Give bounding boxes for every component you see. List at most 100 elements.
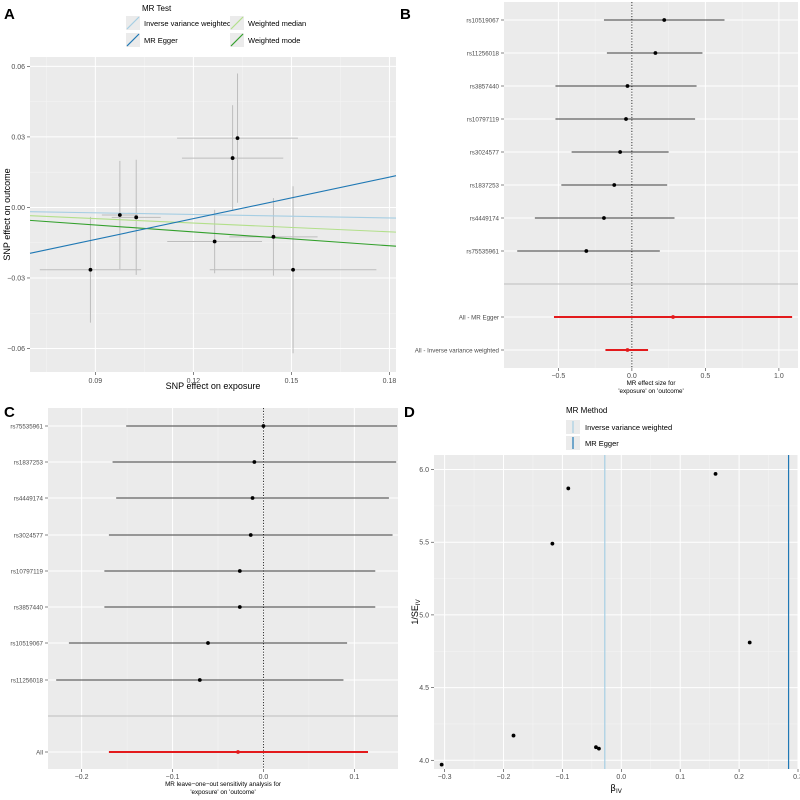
panel-a-y-axis-title: SNP effect on outcome <box>2 168 12 260</box>
panel-c-x-tick-label: 0.0 <box>259 774 269 781</box>
panel-b-x-tick-label: 1.0 <box>774 373 784 380</box>
panel-c-estimate-point <box>197 678 202 682</box>
panel-a-legend-key-line <box>126 33 140 47</box>
panel-d-point <box>439 762 444 767</box>
panel-c-background <box>48 408 398 769</box>
panel-d-x-axis-title-main: β <box>610 784 616 794</box>
panel-a-point <box>235 136 240 141</box>
panel-b-estimate-point <box>625 84 630 88</box>
panel-d-legend-label: Inverse variance weighted <box>585 423 672 432</box>
panel-c-estimate-point <box>237 605 242 609</box>
panel-b-estimate-point <box>662 18 667 22</box>
panel-b: −0.5 0.0 0.5 1.0 rs10519067 rs11256018 rs38574… <box>400 2 798 395</box>
panel-b-x-tick-label: −0.5 <box>551 373 565 380</box>
panel-c-estimate-point <box>206 641 210 645</box>
panel-b-x-tick-label: 0.5 <box>701 373 711 380</box>
panel-a-line-weighted-mode <box>29 219 397 247</box>
panel-a-line-weighted-median <box>29 215 397 233</box>
panel-b-estimate-point <box>671 315 675 319</box>
panel-b-x-axis-title-line2: 'exposure' on 'outcome' <box>618 388 683 395</box>
panel-d-x-tick-label: 0.1 <box>675 774 685 781</box>
panel-d-x-tick-label: −0.3 <box>438 774 452 781</box>
panel-a-point <box>212 239 217 244</box>
panel-d-point <box>566 486 571 491</box>
panel-d-background <box>434 455 798 769</box>
panel-a-x-tick-label: 0.09 <box>89 378 103 385</box>
panel-d-y-tick-label: 5.5 <box>419 540 429 547</box>
panel-d-point <box>550 541 555 546</box>
panel-d-y-tick-label: 6.0 <box>419 467 429 474</box>
panel-a-legend-key-line <box>126 16 140 30</box>
panel-d-x-tick-label: 0.2 <box>734 774 744 781</box>
panel-c-row-label: rs4449174 <box>14 495 44 502</box>
panel-a-line-mr-egger <box>29 175 397 254</box>
panel-b-row-label: rs3857440 <box>470 83 500 90</box>
panel-b-x-axis-title-line1: MR effect size for <box>627 380 676 387</box>
panel-c-row-label: rs10797119 <box>11 568 44 575</box>
panel-a-legend-title: MR Test <box>142 4 172 13</box>
panel-d-point <box>597 746 601 751</box>
panel-d-legend-label: MR Egger <box>585 439 619 448</box>
panel-a-y-tick-label: 0.03 <box>11 134 25 141</box>
panel-c-row-label: rs11256018 <box>11 677 44 684</box>
panel-c-x-axis-title-line1: MR leave−one−out sensitivity analysis fo… <box>165 781 281 788</box>
panel-d-y-tick-label: 4.5 <box>419 685 429 692</box>
panel-b-row-label: rs75535961 <box>466 248 499 255</box>
panel-c-row-label: rs10519067 <box>10 640 43 647</box>
panel-d-point <box>713 471 718 476</box>
panel-c-row-label: rs1837253 <box>14 459 44 466</box>
panel-a-legend-label: Weighted mode <box>248 36 300 45</box>
panel-d: −0.3 −0.2 −0.1 0.0 0.1 0.2 0.3 4.0 4.5 5.0 5.5 6.0 β… <box>404 404 800 795</box>
panel-a-x-tick-label: 0.15 <box>285 378 299 385</box>
panel-c-estimate-point <box>261 424 266 428</box>
panel-c-row-label: rs3857440 <box>14 604 44 611</box>
panel-a-y-tick-label: 0.00 <box>11 205 25 212</box>
panel-d-x-tick-label: 0.0 <box>616 774 626 781</box>
panel-b-row-label: rs3024577 <box>470 149 500 156</box>
panel-c-row-label: rs75535961 <box>10 423 43 430</box>
panel-a-legend-label: Inverse variance weighted <box>144 19 231 28</box>
panel-d-x-tick-label: −0.1 <box>555 774 569 781</box>
panel-d-y-tick-label: 5.0 <box>419 612 429 619</box>
panel-a-point <box>230 156 235 160</box>
panel-d-y-tick-label: 4.0 <box>419 758 429 765</box>
panel-b-row-label: All - Inverse variance weighted <box>415 347 500 354</box>
panel-c-tag: C <box>4 404 15 421</box>
panel-b-estimate-point <box>625 348 630 352</box>
panel-a-legend-label: Weighted median <box>248 19 306 28</box>
panel-a-point <box>117 213 122 217</box>
panel-b-row-label: All - MR Egger <box>459 314 499 321</box>
panel-d-x-tick-label: 0.3 <box>793 774 800 781</box>
panel-b-estimate-point <box>618 150 623 154</box>
panel-d-point <box>511 733 516 738</box>
panel-d-y-axis-title-main: 1/SE <box>410 605 420 625</box>
panel-a-legend-label: MR Egger <box>144 36 178 45</box>
panel-b-tag: B <box>400 6 411 23</box>
panel-c-estimate-point <box>237 569 242 573</box>
panel-a-point <box>271 234 276 239</box>
panel-a-y-tick-label: −0.06 <box>7 346 25 353</box>
panel-c-x-tick-label: 0.1 <box>349 774 359 781</box>
panel-a-point <box>291 267 295 272</box>
panel-b-estimate-point <box>602 216 606 220</box>
panel-a-tag: A <box>4 6 15 23</box>
panel-a-x-tick-label: 0.18 <box>383 378 397 385</box>
panel-d-x-axis-title-sub: IV <box>616 788 623 795</box>
panel-b-row-label: rs11256018 <box>467 50 500 57</box>
panel-d-tag: D <box>404 404 415 421</box>
panel-c-estimate-point <box>250 496 255 500</box>
panel-a-point <box>134 215 139 220</box>
panel-b-row-label: rs4449174 <box>470 215 500 222</box>
panel-a: 0.09 0.12 0.15 0.18 −0.06 −0.03 0.00 0.03 0.06 SN… <box>2 4 396 391</box>
panel-d-point <box>594 745 598 750</box>
panel-b-estimate-point <box>624 117 628 121</box>
panel-a-y-tick-label: −0.03 <box>7 275 25 282</box>
panel-b-x-tick-label: 0.0 <box>627 373 637 380</box>
panel-d-y-axis-title-sub: IV <box>416 599 422 605</box>
panel-c-row-label: rs3024577 <box>14 532 44 539</box>
panel-c-x-tick-label: −0.1 <box>166 774 180 781</box>
panel-d-x-axis-title: βIV <box>610 784 623 795</box>
panel-c-x-tick-label: −0.2 <box>75 774 89 781</box>
panel-d-point <box>747 640 752 645</box>
